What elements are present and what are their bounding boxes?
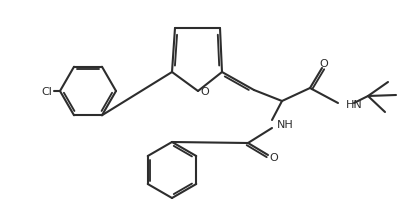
Text: O: O xyxy=(320,59,328,69)
Text: HN: HN xyxy=(346,100,363,110)
Text: O: O xyxy=(201,87,209,97)
Text: O: O xyxy=(269,153,278,163)
Text: Cl: Cl xyxy=(42,87,53,97)
Text: NH: NH xyxy=(277,120,294,130)
